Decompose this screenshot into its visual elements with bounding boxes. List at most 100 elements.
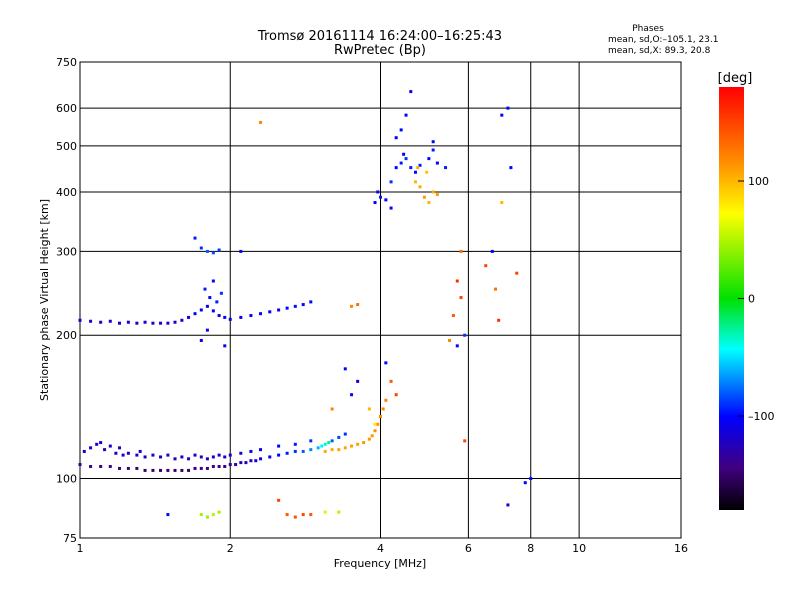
data-point <box>217 464 221 468</box>
data-point <box>259 312 263 316</box>
data-point <box>151 453 155 457</box>
plot-area: 1 2 4 6 8 10 16 75 100 200 300 400 500 600 750 <box>56 56 688 555</box>
data-point <box>506 106 510 110</box>
y-tick-label: 750 <box>56 56 77 69</box>
data-point <box>413 170 417 174</box>
data-point <box>376 190 380 194</box>
data-point <box>78 318 82 322</box>
stats-line-x: mean, sd,X: 89.3, 20.8 <box>608 46 711 56</box>
data-point <box>330 439 334 443</box>
data-point <box>95 442 99 446</box>
data-point <box>323 449 327 453</box>
data-point <box>166 513 170 517</box>
data-point <box>494 287 498 291</box>
data-point <box>384 361 388 365</box>
data-point <box>180 318 184 322</box>
data-point <box>259 120 263 124</box>
data-point <box>277 498 281 502</box>
data-point <box>323 510 327 514</box>
data-point <box>309 300 313 304</box>
data-point <box>138 449 142 453</box>
data-point <box>285 451 289 455</box>
data-point <box>506 503 510 507</box>
data-point <box>217 248 221 252</box>
data-point <box>166 321 170 325</box>
data-point <box>367 407 371 411</box>
data-point <box>418 163 422 167</box>
data-point <box>455 344 459 348</box>
data-point <box>444 166 448 170</box>
data-point <box>208 296 212 300</box>
data-point <box>205 466 209 470</box>
data-point <box>126 466 130 470</box>
data-point <box>166 453 170 457</box>
data-point <box>490 249 494 253</box>
data-point <box>187 315 191 319</box>
data-point <box>293 442 297 446</box>
data-point <box>193 453 197 457</box>
data-point <box>99 464 103 468</box>
data-point <box>135 466 139 470</box>
data-point <box>422 195 426 199</box>
data-point <box>399 128 403 132</box>
data-point <box>259 457 263 461</box>
data-point <box>293 449 297 453</box>
data-point <box>320 444 324 448</box>
data-point <box>394 136 398 140</box>
data-point <box>459 296 463 300</box>
data-point <box>234 463 238 467</box>
data-point <box>223 455 227 459</box>
y-tick-label: 200 <box>56 329 77 342</box>
data-point <box>211 279 215 283</box>
data-point <box>373 422 377 426</box>
data-point <box>239 461 243 465</box>
data-point <box>399 161 403 165</box>
data-point <box>497 318 501 322</box>
data-point <box>301 449 305 453</box>
data-point <box>151 321 155 325</box>
data-point <box>373 201 377 205</box>
data-point <box>356 379 360 383</box>
data-point <box>463 439 467 443</box>
data-point <box>293 515 297 519</box>
data-point <box>239 249 243 253</box>
data-point <box>173 320 177 324</box>
y-tick-label: 75 <box>63 532 77 545</box>
y-tick-label: 300 <box>56 245 77 258</box>
stats-line-o: mean, sd,O:–105.1, 23.1 <box>608 35 719 45</box>
data-point <box>159 321 163 325</box>
data-point <box>118 321 122 325</box>
data-point <box>301 513 305 517</box>
data-point <box>254 459 258 463</box>
data-point <box>413 180 417 184</box>
data-point <box>217 453 221 457</box>
data-point <box>203 287 207 291</box>
data-point <box>343 367 347 371</box>
data-point <box>219 291 223 295</box>
data-point <box>89 446 93 450</box>
data-point <box>389 206 393 210</box>
data-point <box>515 271 519 275</box>
data-point <box>199 455 203 459</box>
data-point <box>394 166 398 170</box>
data-point <box>435 193 439 197</box>
data-point <box>323 442 327 446</box>
data-point <box>404 157 408 161</box>
data-point <box>376 422 380 426</box>
data-point <box>180 468 184 472</box>
data-point <box>118 446 122 450</box>
data-point <box>309 448 313 452</box>
data-point <box>187 468 191 472</box>
x-tick-label: 4 <box>377 542 384 555</box>
data-point <box>143 320 147 324</box>
data-point <box>389 180 393 184</box>
data-point <box>356 303 360 307</box>
data-point <box>384 398 388 402</box>
data-point <box>416 166 420 170</box>
data-point <box>455 279 459 283</box>
data-point <box>343 432 347 436</box>
data-point <box>193 312 197 316</box>
data-point <box>451 314 455 318</box>
data-points <box>78 90 533 519</box>
data-point <box>427 157 431 161</box>
